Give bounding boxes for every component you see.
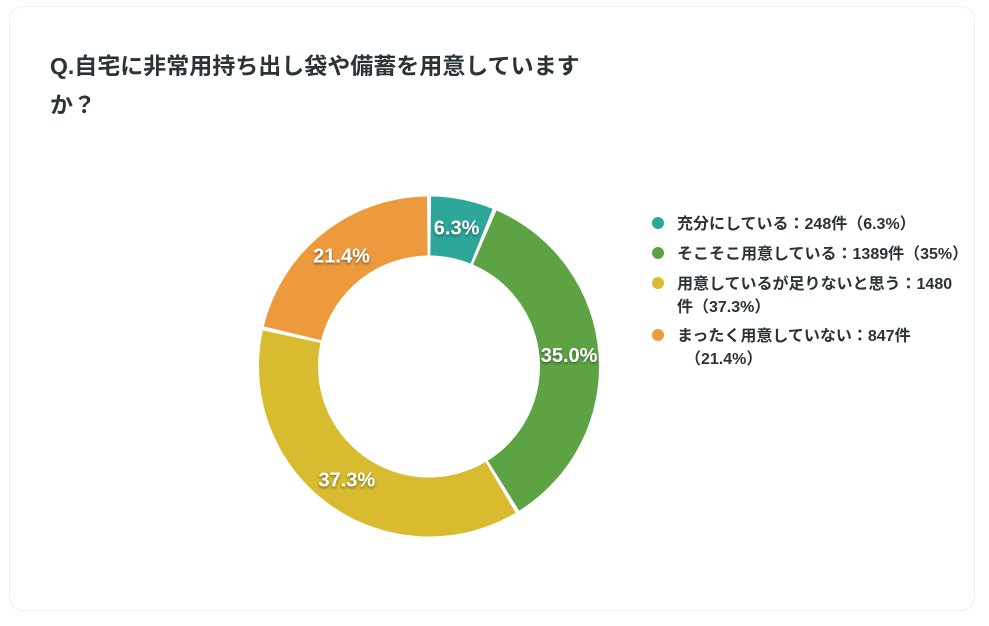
svg-text:37.3%: 37.3% [318,469,375,491]
svg-text:6.3%: 6.3% [434,218,480,240]
svg-text:21.4%: 21.4% [313,246,370,268]
svg-text:35.0%: 35.0% [541,345,598,367]
